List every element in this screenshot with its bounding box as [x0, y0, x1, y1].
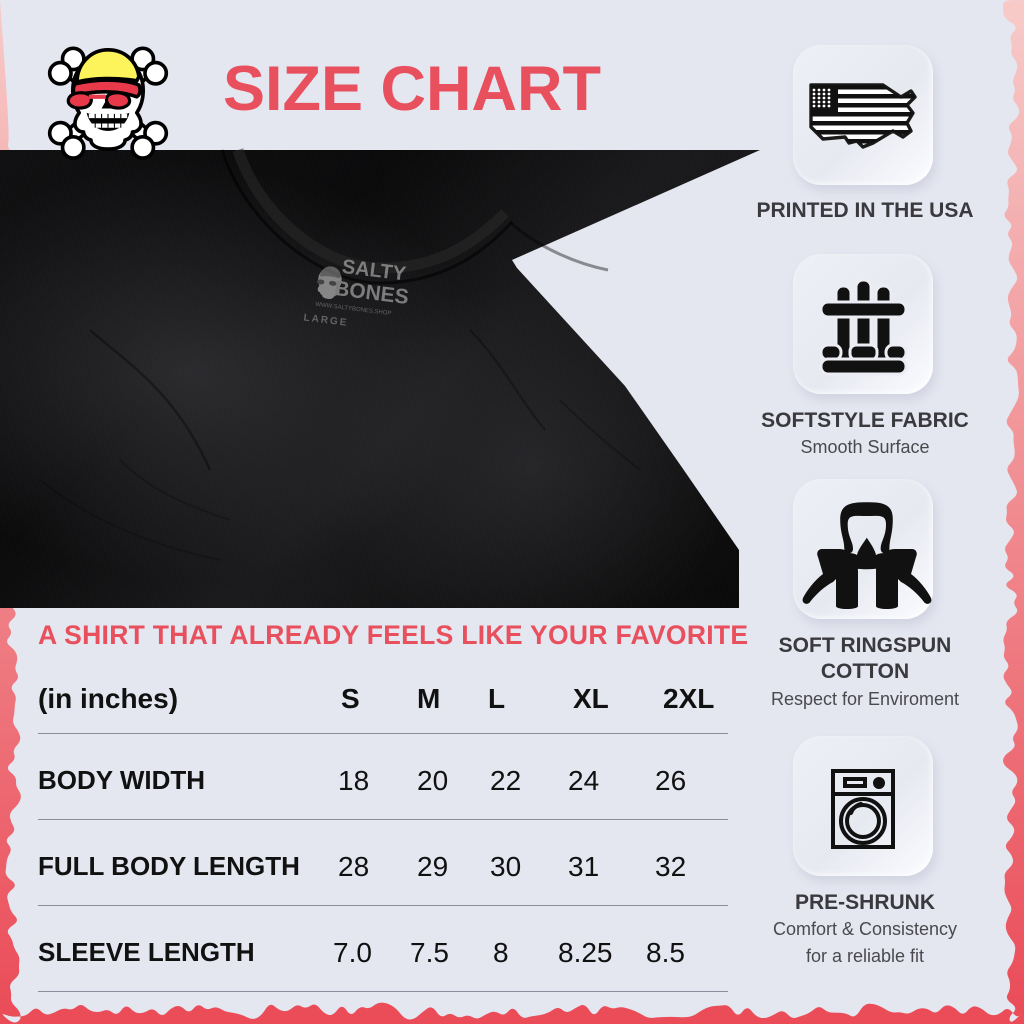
svg-text:LARGE: LARGE — [303, 312, 349, 328]
